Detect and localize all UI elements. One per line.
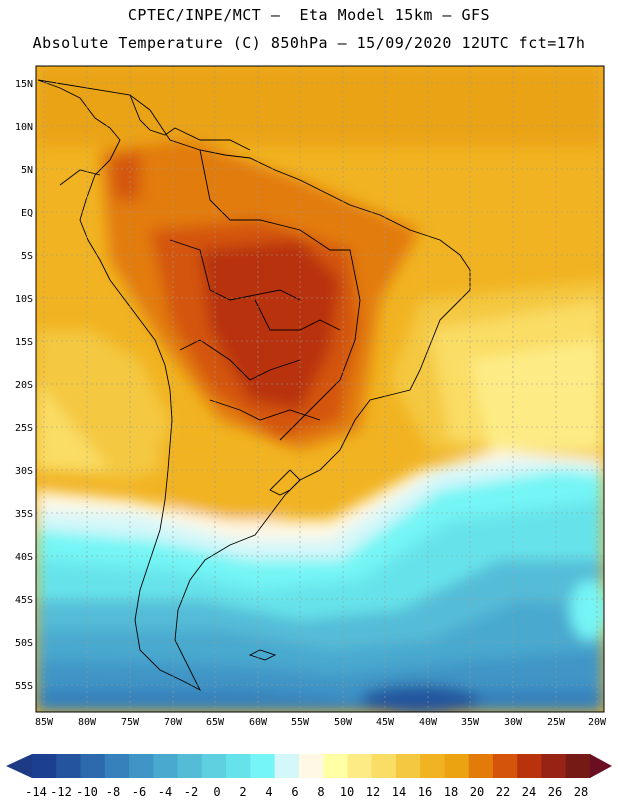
temperature-field [36, 66, 604, 712]
lat-label: 25S [15, 423, 33, 434]
scale-label: 4 [265, 785, 272, 798]
color-swatch [347, 754, 373, 778]
over-range-arrow [590, 754, 612, 778]
lon-label: 30W [504, 717, 523, 725]
color-swatch [323, 754, 348, 778]
color-swatch [420, 754, 445, 778]
scale-label: -6 [132, 785, 146, 798]
lon-label: 85W [35, 717, 54, 725]
color-swatch [129, 754, 154, 778]
longitude-labels: 85W 80W 75W 70W 65W 60W 55W 50W 45W 40W … [35, 717, 607, 725]
map-title: CPTEC/INPE/MCT – Eta Model 15km – GFS [127, 6, 491, 24]
lon-label: 60W [249, 717, 268, 725]
scale-label: 22 [496, 785, 510, 798]
lat-label: 15S [15, 337, 33, 348]
scale-label: 14 [392, 785, 406, 798]
lat-label: EQ [21, 208, 33, 219]
color-swatch [541, 754, 567, 778]
scale-label: 8 [317, 785, 324, 798]
color-swatch [371, 754, 397, 778]
lat-label: 30S [15, 466, 33, 477]
scale-label: -10 [76, 785, 98, 798]
color-swatch [201, 754, 227, 778]
color-swatch [80, 754, 106, 778]
color-scale-bar: -14 -12 -10 -8 -6 -4 -2 0 2 4 6 8 10 12 … [6, 754, 612, 798]
lat-label: 45S [15, 595, 33, 606]
scale-label: 24 [522, 785, 536, 798]
latitude-labels: 15N 10N 5N EQ 5S 10S 15S 20S 25S 30S 35S… [15, 79, 33, 692]
scale-label: 18 [444, 785, 458, 798]
color-swatch [274, 754, 300, 778]
lat-label: 5N [21, 165, 33, 176]
color-swatch [104, 754, 130, 778]
lat-label: 10S [15, 294, 33, 305]
scale-label: 20 [470, 785, 484, 798]
lat-label: 10N [15, 122, 33, 133]
lat-label: 50S [15, 638, 33, 649]
color-swatch [565, 754, 591, 778]
color-swatch [492, 754, 518, 778]
scale-label: 12 [366, 785, 380, 798]
lat-label: 40S [15, 552, 33, 563]
lon-label: 50W [334, 717, 353, 725]
map-frame [35, 65, 605, 713]
under-range-arrow [6, 754, 32, 778]
color-swatch [298, 754, 324, 778]
lat-label: 35S [15, 509, 33, 520]
scale-label: 28 [574, 785, 588, 798]
lon-label: 45W [376, 717, 395, 725]
lon-label: 65W [206, 717, 225, 725]
scale-label: -12 [50, 785, 72, 798]
scale-label: 26 [548, 785, 562, 798]
coastlines [37, 79, 471, 692]
lon-label: 40W [419, 717, 438, 725]
color-swatch [468, 754, 494, 778]
color-swatch [517, 754, 542, 778]
lon-label: 70W [164, 717, 183, 725]
map-subtitle: Absolute Temperature (C) 850hPa – 15/09/… [32, 34, 586, 52]
color-swatch [56, 754, 82, 778]
color-swatch [444, 754, 470, 778]
color-swatch [395, 754, 421, 778]
scale-label: 16 [418, 785, 432, 798]
lat-label: 55S [15, 681, 33, 692]
lon-label: 35W [461, 717, 480, 725]
scale-label: -2 [184, 785, 198, 798]
color-swatch [177, 754, 203, 778]
scale-label: 2 [239, 785, 246, 798]
lon-label: 80W [78, 717, 97, 725]
scale-label: -4 [158, 785, 172, 798]
color-swatch [226, 754, 251, 778]
lon-label: 25W [547, 717, 566, 725]
color-scale-labels: -14 -12 -10 -8 -6 -4 -2 0 2 4 6 8 10 12 … [25, 785, 588, 798]
lon-label: 75W [121, 717, 140, 725]
lat-label: 5S [21, 251, 33, 262]
color-swatch [153, 754, 179, 778]
lon-label: 20W [588, 717, 607, 725]
color-swatches [32, 754, 591, 778]
lat-label: 20S [15, 380, 33, 391]
scale-label: 0 [213, 785, 220, 798]
temperature-map: 15N 10N 5N EQ 5S 10S 15S 20S 25S 30S 35S… [15, 65, 607, 725]
scale-label: 6 [291, 785, 298, 798]
scale-label: -8 [106, 785, 120, 798]
scale-label: -14 [25, 785, 47, 798]
lon-label: 55W [291, 717, 310, 725]
scale-label: 10 [340, 785, 354, 798]
color-swatch [32, 754, 57, 778]
lat-label: 15N [15, 79, 33, 90]
color-swatch [250, 754, 276, 778]
